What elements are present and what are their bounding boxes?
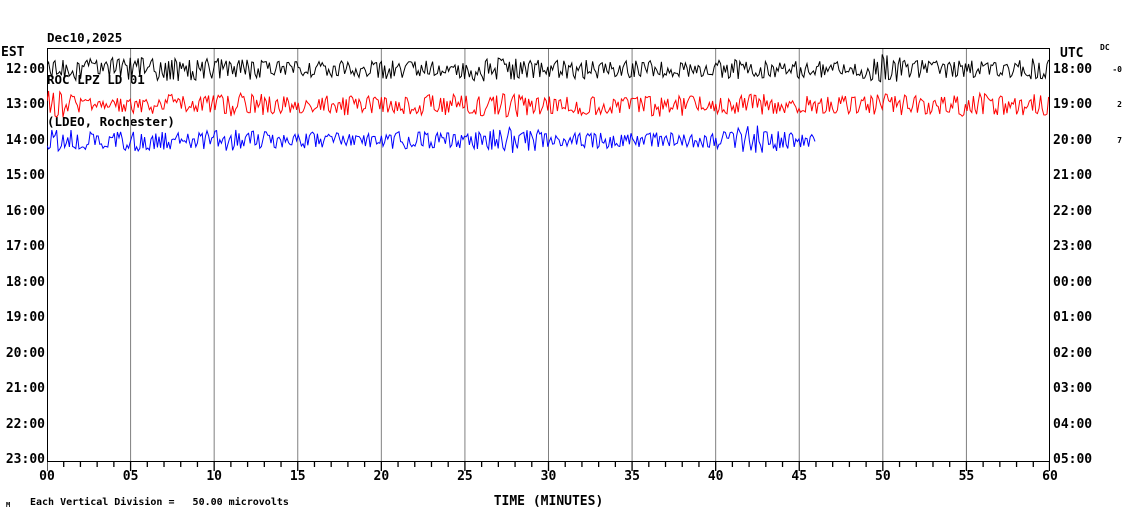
utc-time-label: 03:00 — [1053, 381, 1093, 396]
scale-note: Each Vertical Division = 50.00 microvolt… — [30, 497, 289, 508]
est-time-label: 22:00 — [5, 416, 45, 432]
x-tick-label: 60 — [1042, 469, 1058, 484]
x-tick-label: 45 — [791, 469, 808, 484]
seismogram-plot — [47, 48, 1050, 471]
utc-time-label: 22:00 — [1053, 203, 1093, 219]
x-tick-label: 50 — [875, 469, 891, 484]
right-axis-title: UTC — [1060, 46, 1084, 61]
x-tick-label: 40 — [707, 469, 724, 484]
x-tick-label: 10 — [206, 469, 222, 484]
utc-time-label: 19:00 — [1053, 97, 1093, 112]
dc-offset-value: 2 — [1117, 100, 1122, 109]
est-time-label: 19:00 — [5, 310, 45, 325]
est-time-label: 16:00 — [5, 203, 45, 219]
x-tick-label: 55 — [958, 469, 975, 484]
est-time-label: 18:00 — [5, 274, 45, 290]
x-tick-label: 20 — [373, 469, 390, 484]
x-tick-label: 15 — [289, 469, 306, 484]
x-tick-label: 00 — [39, 469, 55, 484]
utc-time-label: 05:00 — [1053, 452, 1093, 467]
dc-offset-value: -0 — [1112, 64, 1122, 74]
utc-time-label: 01:00 — [1053, 310, 1093, 325]
est-time-label: 12:00 — [5, 61, 45, 77]
est-time-label: 14:00 — [5, 132, 45, 148]
x-tick-label: 25 — [457, 469, 473, 484]
x-tick-label: 35 — [624, 469, 640, 484]
utc-time-label: 02:00 — [1053, 345, 1093, 361]
footer-marker: M — [6, 501, 11, 509]
utc-time-label: 00:00 — [1053, 274, 1093, 290]
x-tick-label: 30 — [540, 469, 557, 484]
title-network: (LDEO, Rochester) — [47, 114, 175, 129]
est-time-label: 13:00 — [5, 97, 45, 112]
seismogram-trace-12:00 — [47, 54, 1050, 83]
utc-time-label: 23:00 — [1053, 239, 1093, 254]
plot-title: Dec10,2025 ROC LPZ LD 01 (LDEO, Rocheste… — [47, 3, 175, 157]
seismogram-trace-14:00 — [47, 125, 816, 153]
est-time-label: 17:00 — [5, 239, 45, 254]
est-time-label: 23:00 — [5, 452, 45, 467]
dc-column-header: DC — [1100, 43, 1110, 52]
dc-offset-value: 7 — [1117, 135, 1122, 145]
est-time-label: 15:00 — [5, 168, 45, 183]
title-date: Dec10,2025 — [47, 30, 123, 45]
utc-time-label: 18:00 — [1053, 61, 1093, 77]
x-tick-label: 05 — [122, 469, 139, 484]
left-axis-title: EST — [1, 45, 25, 60]
est-time-label: 20:00 — [5, 345, 45, 361]
utc-time-label: 21:00 — [1053, 168, 1093, 183]
utc-time-label: 04:00 — [1053, 416, 1093, 432]
x-axis-title: TIME (MINUTES) — [493, 494, 604, 509]
utc-time-label: 20:00 — [1053, 132, 1093, 148]
plot-border — [47, 48, 1050, 462]
seismogram-trace-13:00 — [47, 90, 1050, 118]
est-time-label: 21:00 — [5, 381, 45, 396]
